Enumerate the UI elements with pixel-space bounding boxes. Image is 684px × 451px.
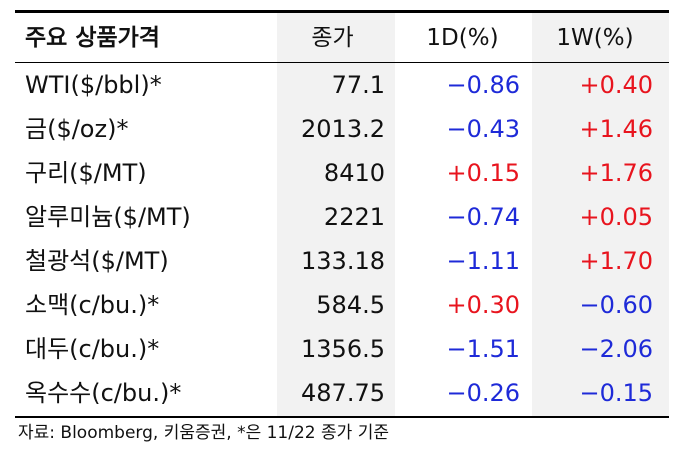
close-column-shade [277,13,395,416]
header-product: 주요 상품가격 [25,25,160,51]
table-header-rule [15,62,669,63]
product-name: WTI($/bbl)* [25,71,162,99]
table-row: 알루미늄($/MT) 2221 −0.74 +0.05 [15,195,669,239]
close-price: 133.18 [301,247,385,275]
close-price: 77.1 [331,71,385,99]
w1-column-shade [532,13,669,416]
table-row: WTI($/bbl)* 77.1 −0.86 +0.40 [15,63,669,107]
change-1w: −0.15 [579,379,653,407]
table-row: 소맥(c/bu.)* 584.5 +0.30 −0.60 [15,283,669,327]
close-price: 487.75 [301,379,385,407]
close-price: 1356.5 [301,335,385,363]
change-1d: −0.43 [446,115,520,143]
close-price: 584.5 [316,291,385,319]
change-1w: −2.06 [579,335,653,363]
product-name: 금($/oz)* [25,115,129,143]
change-1d: −0.26 [446,379,520,407]
table-top-rule [15,10,669,13]
product-name: 알루미늄($/MT) [25,203,191,231]
product-name: 철광석($/MT) [25,247,169,275]
header-1d: 1D(%) [426,25,499,51]
change-1w: +1.70 [579,247,653,275]
change-1d: −0.74 [446,203,520,231]
change-1d: −1.11 [446,247,520,275]
change-1w: +1.46 [579,115,653,143]
table-header-row: 주요 상품가격 종가 1D(%) 1W(%) [15,16,669,60]
close-price: 2221 [323,203,385,231]
table-bottom-rule [15,416,669,418]
change-1w: +0.05 [579,203,653,231]
product-name: 대두(c/bu.)* [25,335,160,363]
change-1d: −1.51 [446,335,520,363]
header-1w: 1W(%) [556,25,634,51]
product-name: 구리($/MT) [25,159,147,187]
product-name: 옥수수(c/bu.)* [25,379,182,407]
table-row: 금($/oz)* 2013.2 −0.43 +1.46 [15,107,669,151]
table-row: 옥수수(c/bu.)* 487.75 −0.26 −0.15 [15,371,669,415]
source-note: 자료: Bloomberg, 키움증권, *은 11/22 종가 기준 [18,423,389,443]
table-row: 구리($/MT) 8410 +0.15 +1.76 [15,151,669,195]
close-price: 8410 [323,159,385,187]
table-row: 대두(c/bu.)* 1356.5 −1.51 −2.06 [15,327,669,371]
change-1w: +1.76 [579,159,653,187]
change-1w: −0.60 [579,291,653,319]
close-price: 2013.2 [301,115,385,143]
product-name: 소맥(c/bu.)* [25,291,160,319]
change-1d: +0.30 [446,291,520,319]
change-1w: +0.40 [579,71,653,99]
table-row: 철광석($/MT) 133.18 −1.11 +1.70 [15,239,669,283]
change-1d: −0.86 [446,71,520,99]
header-close: 종가 [311,25,354,51]
change-1d: +0.15 [446,159,520,187]
